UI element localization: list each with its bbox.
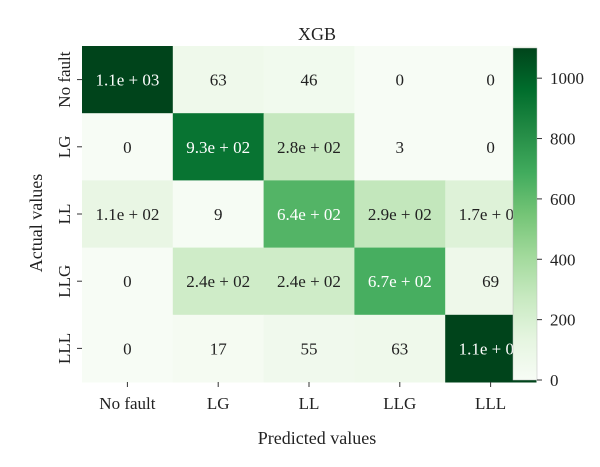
- heatmap-cells: 1.1e + 03 63 46 0 0 0 9.3e + 02 2.8e + 02 3 0 1.1e…: [82, 46, 537, 383]
- x-tick-label: No fault: [99, 394, 155, 413]
- cell-value-label: 0: [396, 71, 405, 90]
- cell-value-label: 1.7e + 02: [459, 205, 523, 224]
- x-tick-labels: No fault LG LL LLG LLL: [99, 382, 506, 413]
- heatmap-cell: [172, 180, 265, 249]
- heatmap-cell: [82, 46, 174, 114]
- cell-value-label: 6.4e + 02: [277, 205, 341, 224]
- cell-value-label: 63: [391, 339, 408, 358]
- heatmap-cell: [263, 180, 355, 249]
- heatmap-cell: [172, 314, 265, 383]
- y-tick-label: No fault: [55, 51, 74, 107]
- cell-value-label: 55: [301, 339, 318, 358]
- y-tick-label: LG: [55, 135, 74, 158]
- cell-value-label: 9.3e + 02: [186, 138, 250, 157]
- y-tick-label: LL: [55, 204, 74, 225]
- chart-title: XGB: [298, 24, 336, 44]
- cell-value-label: 1.1e + 03: [95, 71, 159, 90]
- cell-value-label: 2.9e + 02: [368, 205, 432, 224]
- colorbar-tick-label: 200: [550, 311, 576, 330]
- y-tick-label: LLG: [55, 265, 74, 298]
- cell-value-label: 9: [214, 205, 223, 224]
- heatmap-cell: [263, 113, 355, 181]
- cell-value-label: 0: [486, 71, 495, 90]
- x-tick-label: LLG: [383, 394, 416, 413]
- cell-value-label: 6.7e + 02: [368, 272, 432, 291]
- heatmap-cell: [82, 247, 174, 316]
- x-axis-label: Predicted values: [258, 428, 376, 448]
- heatmap-cell: [82, 113, 174, 181]
- cell-value-label: 2.4e + 02: [186, 272, 250, 291]
- colorbar: [512, 47, 538, 381]
- heatmap-cell: [354, 46, 446, 114]
- cell-value-label: 17: [210, 339, 228, 358]
- cell-value-label: 63: [210, 71, 227, 90]
- cell-value-label: 0: [123, 339, 132, 358]
- cell-value-label: 1.1e + 03: [459, 339, 523, 358]
- colorbar-tick-label: 1000: [550, 69, 584, 88]
- cell-value-label: 1.1e + 02: [95, 205, 159, 224]
- heatmap-cell: [82, 180, 174, 249]
- colorbar-tick-label: 800: [550, 130, 576, 149]
- cell-value-label: 46: [301, 71, 318, 90]
- colorbar-tick-label: 600: [550, 190, 576, 209]
- heatmap-cell: [82, 314, 174, 383]
- x-tick-label: LG: [207, 394, 230, 413]
- heatmap-cell: [172, 46, 265, 114]
- colorbar-tick-label: 400: [550, 250, 576, 269]
- cell-value-label: 2.4e + 02: [277, 272, 341, 291]
- cell-value-label: 69: [482, 272, 499, 291]
- cell-value-label: 0: [123, 272, 132, 291]
- y-axis-label: Actual values: [26, 174, 46, 272]
- heatmap-cell: [263, 46, 355, 114]
- heatmap-cell: [354, 314, 446, 383]
- heatmap-cell: [263, 314, 355, 383]
- cell-value-label: 2.8e + 02: [277, 138, 341, 157]
- colorbar-ticks: 0 200 400 600 800 1000: [537, 69, 584, 390]
- heatmap-cell: [172, 113, 265, 181]
- heatmap-cell: [263, 247, 355, 316]
- heatmap-cell: [354, 180, 446, 249]
- x-tick-label: LLL: [475, 394, 506, 413]
- y-tick-label: LLL: [55, 333, 74, 364]
- heatmap-cell: [354, 247, 446, 316]
- cell-value-label: 0: [486, 138, 495, 157]
- heatmap-cell: [354, 113, 446, 181]
- heatmap-cell: [172, 247, 265, 316]
- colorbar-tick-label: 0: [550, 371, 559, 390]
- cell-value-label: 3: [396, 138, 405, 157]
- y-tick-labels: No fault LG LL LLG LLL: [55, 51, 82, 364]
- cell-value-label: 0: [123, 138, 132, 157]
- x-tick-label: LL: [299, 394, 320, 413]
